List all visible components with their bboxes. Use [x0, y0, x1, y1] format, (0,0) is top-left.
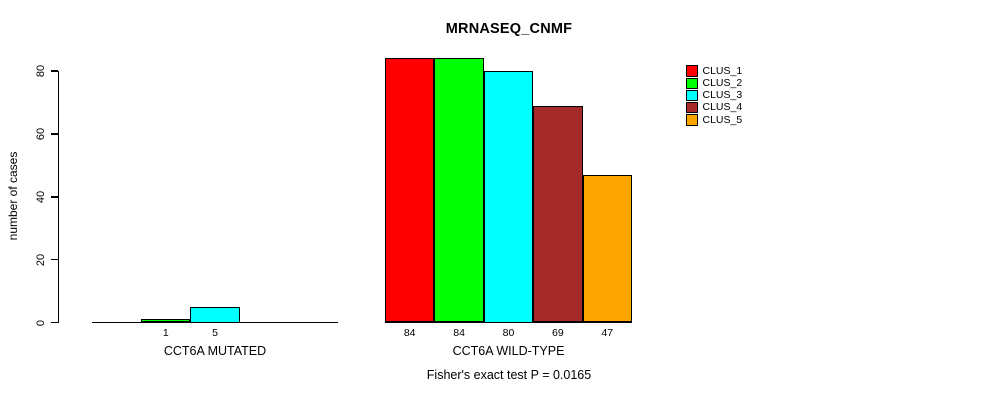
legend-swatch-icon [686, 101, 698, 114]
bar-value-label: 84 [403, 327, 416, 339]
y-axis-label: number of cases [6, 151, 20, 241]
legend-label: CLUS_5 [702, 113, 743, 126]
legend-label: CLUS_2 [702, 77, 743, 90]
bar-clus_3 [190, 306, 240, 323]
y-tick-mark [50, 196, 58, 198]
y-tick-label: 40 [35, 190, 47, 203]
y-tick-label: 20 [35, 253, 47, 266]
bar-clus_3 [483, 71, 534, 323]
legend-label: CLUS_3 [702, 89, 743, 102]
legend-swatch-icon [686, 77, 698, 90]
y-tick-label: 80 [35, 64, 47, 78]
legend-item-clus_3: CLUS_3 [686, 89, 743, 102]
y-tick-label: 60 [35, 127, 47, 140]
fisher-test-annotation: Fisher's exact test P = 0.0165 [426, 368, 592, 382]
y-tick-mark [50, 70, 58, 72]
bar-clus_5 [582, 174, 632, 323]
legend-label: CLUS_1 [702, 64, 743, 77]
group-label-mutated: CCT6A MUTATED [163, 344, 267, 358]
legend-item-clus_5: CLUS_5 [686, 114, 742, 126]
legend: CLUS_1 CLUS_2 CLUS_3 CLUS_4 CLUS_5 [686, 65, 742, 126]
legend-swatch-icon [686, 114, 698, 126]
legend-item-clus_4: CLUS_4 [686, 101, 743, 114]
bar-clus_2 [434, 58, 484, 323]
y-tick-mark [50, 321, 58, 324]
y-tick-mark [50, 258, 58, 261]
legend-swatch-icon [686, 65, 698, 77]
bar-clus_4 [533, 105, 583, 323]
bar-value-label: 1 [162, 327, 169, 339]
y-axis-line [57, 70, 59, 323]
legend-item-clus_1: CLUS_1 [686, 65, 742, 77]
bar-clus_1 [385, 58, 435, 323]
bar-value-label: 84 [453, 327, 465, 339]
legend-swatch-icon [686, 89, 698, 102]
bar-value-label: 80 [502, 327, 515, 339]
bar-value-label: 69 [552, 327, 564, 339]
y-tick-mark [50, 133, 58, 135]
group-label-wildtype: CCT6A WILD-TYPE [452, 344, 565, 358]
legend-item-clus_2: CLUS_2 [686, 77, 743, 90]
legend-label: CLUS_4 [702, 101, 743, 114]
bar-clus_2 [141, 319, 191, 323]
bar-value-label: 5 [212, 327, 218, 339]
y-tick-label: 0 [35, 319, 47, 326]
chart-title: MRNASEQ_CNMF [445, 21, 573, 37]
bar-value-label: 47 [601, 327, 614, 339]
